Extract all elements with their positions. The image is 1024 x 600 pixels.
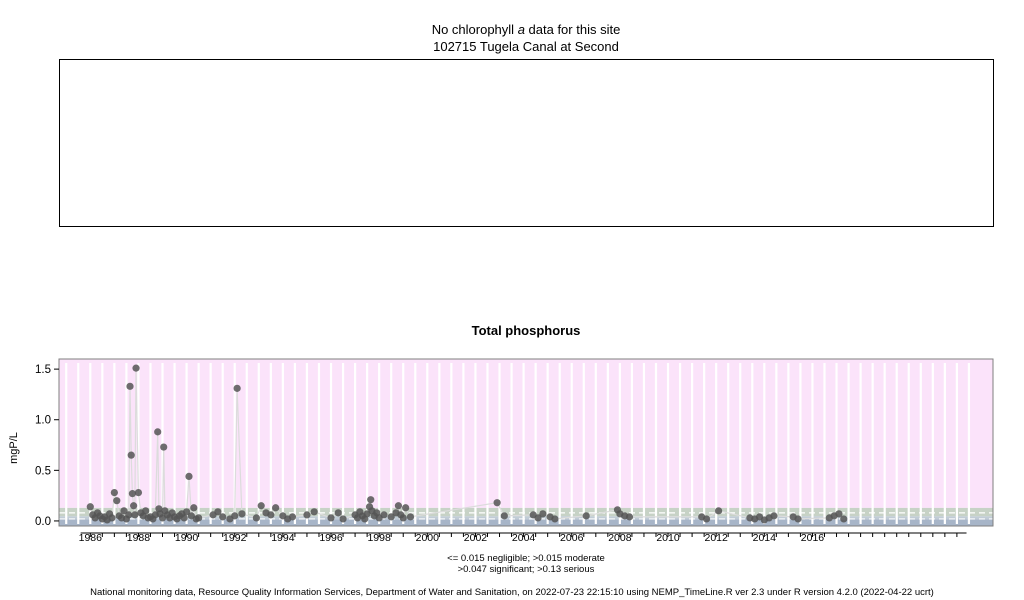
data-point (126, 382, 134, 390)
data-point (539, 510, 547, 518)
y-tick-label: 1.5 (35, 364, 51, 376)
data-point (835, 510, 843, 518)
footer-credit: National monitoring data, Resource Quali… (90, 587, 934, 598)
data-point (303, 511, 311, 519)
chlorophyll-message-italic: a (517, 22, 525, 37)
data-point (402, 504, 410, 512)
x-tick-label: 2014 (753, 532, 777, 544)
data-point (327, 514, 335, 522)
data-point (131, 511, 139, 519)
data-point (387, 513, 395, 521)
data-point (120, 507, 128, 515)
chlorophyll-plot-area (59, 59, 994, 227)
band-significant (59, 507, 993, 517)
data-point (154, 428, 162, 436)
data-point (794, 515, 802, 523)
data-point (127, 451, 135, 459)
x-tick-label: 2002 (464, 532, 488, 544)
data-point (339, 515, 347, 523)
legend-line-2: >0.047 significant; >0.13 serious (457, 564, 595, 575)
points-layer (86, 364, 848, 524)
y-tick-label: 0.0 (35, 516, 51, 528)
data-point (500, 512, 508, 520)
axes-layer: 0.0 0.5 1.0 1.5 1986 1988 1990 1992 1994 1996 1998… (35, 358, 994, 544)
data-point (334, 509, 342, 517)
data-point (113, 497, 121, 505)
data-point (231, 512, 239, 520)
data-point (185, 472, 193, 481)
x-tick-label: 1986 (79, 532, 103, 544)
y-tick-label: 1.0 (35, 415, 51, 427)
trend-line (89, 368, 845, 522)
data-point (86, 503, 94, 511)
data-point (130, 502, 138, 510)
data-point (551, 515, 559, 523)
x-tick-label: 2006 (560, 532, 584, 544)
data-point (493, 499, 501, 507)
x-tick-label: 1994 (271, 532, 295, 544)
x-tick-label: 2016 (801, 532, 825, 544)
data-point (233, 384, 241, 392)
data-point (108, 514, 116, 522)
data-point (625, 513, 634, 521)
y-tick-label: 0.5 (35, 465, 51, 477)
legend-line-1: <= 0.015 negligible; >0.015 moderate (447, 553, 605, 564)
band-negligible (59, 519, 993, 526)
data-point (582, 512, 590, 520)
x-tick-label: 1988 (127, 532, 151, 544)
data-point (406, 513, 415, 521)
data-point (238, 510, 246, 518)
x-tick-label: 1996 (319, 532, 343, 544)
chart-title: Total phosphorus (471, 323, 581, 338)
data-point (214, 508, 222, 516)
x-tick-label: 2000 (416, 532, 440, 544)
data-point (134, 489, 143, 497)
data-point (367, 496, 375, 504)
x-tick-label: 2012 (704, 532, 728, 544)
data-point (142, 507, 150, 515)
data-point (399, 514, 407, 522)
chlorophyll-message-prefix: No chlorophyll (431, 22, 515, 37)
x-tick-label: 2010 (656, 532, 680, 544)
data-point (714, 507, 723, 515)
data-point (380, 511, 388, 519)
data-point (180, 514, 188, 522)
data-point (128, 490, 137, 498)
data-point (288, 513, 297, 521)
data-point (394, 502, 403, 510)
x-tick-label: 1990 (175, 532, 199, 544)
chlorophyll-message: No chlorophyll a data for this site (0, 22, 1024, 37)
x-tick-label: 1992 (223, 532, 247, 544)
data-point (252, 514, 260, 522)
data-point (110, 489, 118, 497)
data-point (190, 504, 198, 512)
data-point (160, 443, 168, 451)
data-point (182, 508, 191, 516)
x-tick-label: 2008 (608, 532, 632, 544)
band-moderate (59, 516, 993, 520)
site-name: 102715 Tugela Canal at Second (433, 39, 619, 54)
data-point (310, 508, 318, 516)
x-tick-label: 2004 (512, 532, 536, 544)
data-point (195, 514, 203, 522)
data-point (770, 512, 778, 520)
data-point (267, 511, 275, 519)
x-tick-label: 1998 (367, 532, 391, 544)
data-point (272, 504, 280, 512)
data-point (125, 511, 133, 519)
data-point (132, 364, 140, 372)
plot-frame (58, 358, 994, 527)
data-point (257, 502, 265, 510)
data-point (534, 514, 542, 522)
data-point (219, 513, 227, 521)
trend-layer (89, 368, 845, 522)
chlorophyll-message-suffix: data for this site (524, 22, 621, 37)
data-point (840, 515, 848, 523)
data-point (702, 515, 711, 523)
